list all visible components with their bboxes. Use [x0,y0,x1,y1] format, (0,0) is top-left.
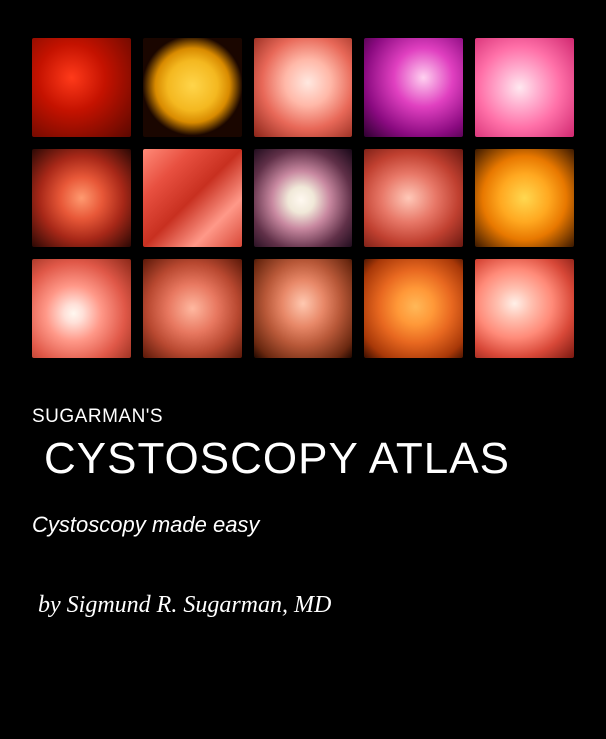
main-title: CYSTOSCOPY ATLAS [44,434,574,484]
subtitle: Cystoscopy made easy [32,512,574,538]
tile-r3c2 [143,259,242,358]
tile-r3c5 [475,259,574,358]
tile-r3c1 [32,259,131,358]
tile-r2c4 [364,149,463,248]
tile-r2c2 [143,149,242,248]
thumbnail-grid [32,38,574,358]
tile-r2c3 [254,149,353,248]
tile-r3c3 [254,259,353,358]
author-byline: by Sigmund R. Sugarman, MD [38,592,574,619]
tile-r1c2 [143,38,242,137]
tile-r1c5 [475,38,574,137]
book-cover: SUGARMAN'S CYSTOSCOPY ATLAS Cystoscopy m… [0,0,606,739]
tile-r2c1 [32,149,131,248]
tile-r1c4 [364,38,463,137]
tile-r3c4 [364,259,463,358]
tile-r1c1 [32,38,131,137]
pretitle: SUGARMAN'S [32,406,574,428]
tile-r1c3 [254,38,353,137]
tile-r2c5 [475,149,574,248]
